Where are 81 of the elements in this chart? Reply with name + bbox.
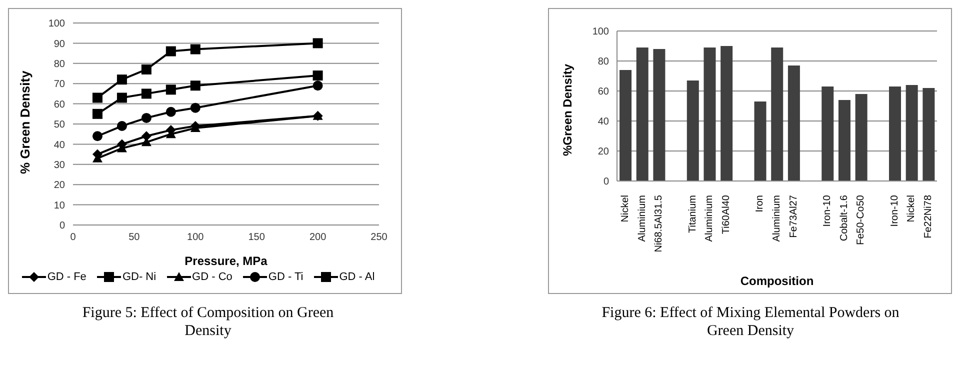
caption: Figure 6: Effect of Mixing Elemental Powders on Green Density	[600, 304, 900, 340]
x-tick-label: 150	[248, 232, 266, 244]
bar	[653, 49, 666, 181]
legend-label: GD - Al	[339, 271, 375, 283]
x-tick-label: Fe73Al27	[788, 194, 800, 238]
point	[116, 92, 127, 103]
point	[141, 64, 152, 74]
bar	[771, 48, 784, 181]
x-tick-label: Iron-10	[822, 194, 834, 227]
point	[92, 131, 102, 142]
point	[166, 46, 176, 56]
y-tick-label: 60	[598, 86, 610, 98]
x-tick-label: Ni68.5Al31.5	[654, 194, 665, 252]
bar	[822, 86, 834, 181]
x-tick-label: Iron-10	[889, 194, 900, 227]
y-tick-label: 90	[54, 38, 66, 50]
y-tick-label: 40	[54, 140, 66, 151]
bar	[889, 86, 901, 181]
bar	[922, 88, 935, 181]
x-tick-label: 0	[70, 232, 76, 244]
legend-label: GD- Ni	[122, 271, 156, 283]
y-axis-title: %Green Density	[560, 64, 574, 156]
bar	[636, 48, 648, 181]
point	[92, 108, 102, 119]
bar	[906, 85, 918, 181]
bar	[788, 66, 800, 181]
point	[116, 121, 127, 132]
point	[190, 80, 200, 91]
x-tick-label: Aluminium	[636, 195, 648, 242]
point	[141, 88, 152, 99]
x-tick-label: Titanium	[687, 195, 698, 233]
y-tick-label: 0	[603, 176, 610, 188]
x-tick-label: Nickel	[620, 195, 631, 222]
bar	[720, 46, 733, 181]
y-tick-label: 70	[54, 79, 66, 90]
y-tick-label: 100	[592, 26, 610, 38]
y-tick-label: 30	[54, 160, 66, 171]
legend-label: GD - Co	[192, 271, 232, 283]
y-axis-title: % Green Density	[18, 70, 33, 174]
point	[312, 38, 323, 48]
x-tick-label: Fe50-Co50	[856, 194, 867, 246]
point	[116, 74, 127, 85]
point	[190, 44, 200, 54]
point	[92, 92, 102, 103]
x-tick-label: Iron	[754, 195, 766, 212]
x-tick-label: 100	[187, 232, 204, 244]
legend-label: GD - Fe	[47, 271, 86, 283]
x-tick-label: 50	[128, 232, 140, 244]
x-tick-label: Aluminium	[772, 195, 782, 242]
x-tick-label: Ti60Al40	[720, 194, 732, 234]
caption: Figure 5: Effect of Composition on Green Density	[81, 304, 335, 340]
y-tick-label: 20	[54, 180, 66, 192]
bar	[754, 102, 766, 181]
y-tick-label: 50	[54, 120, 66, 131]
bar	[704, 48, 716, 181]
point	[312, 80, 323, 91]
y-tick-label: 40	[598, 116, 610, 128]
x-tick-label: Cobalt-1.6	[838, 194, 850, 242]
point	[166, 106, 176, 117]
x-tick-label: 250	[370, 232, 388, 244]
x-axis-title: Composition	[740, 274, 814, 288]
point	[312, 70, 323, 81]
x-tick-label: Aluminium	[704, 195, 716, 242]
y-tick-label: 10	[54, 200, 66, 212]
bar	[686, 80, 699, 181]
point	[190, 102, 200, 113]
y-tick-label: 60	[54, 99, 66, 110]
y-tick-label: 100	[48, 18, 66, 30]
point	[141, 112, 152, 123]
x-axis-title: Pressure, MPa	[184, 254, 268, 268]
point	[166, 84, 176, 95]
y-tick-label: 20	[598, 146, 610, 158]
x-tick-label: Fe22Ni78	[923, 194, 934, 238]
y-tick-label: 80	[598, 56, 610, 68]
y-tick-label: 80	[54, 58, 66, 70]
bar	[855, 94, 868, 181]
x-tick-label: Nickel	[906, 195, 918, 222]
bar	[838, 100, 850, 181]
x-tick-label: 200	[309, 232, 327, 244]
legend-label: GD - Ti	[268, 271, 304, 283]
bar	[620, 70, 632, 181]
